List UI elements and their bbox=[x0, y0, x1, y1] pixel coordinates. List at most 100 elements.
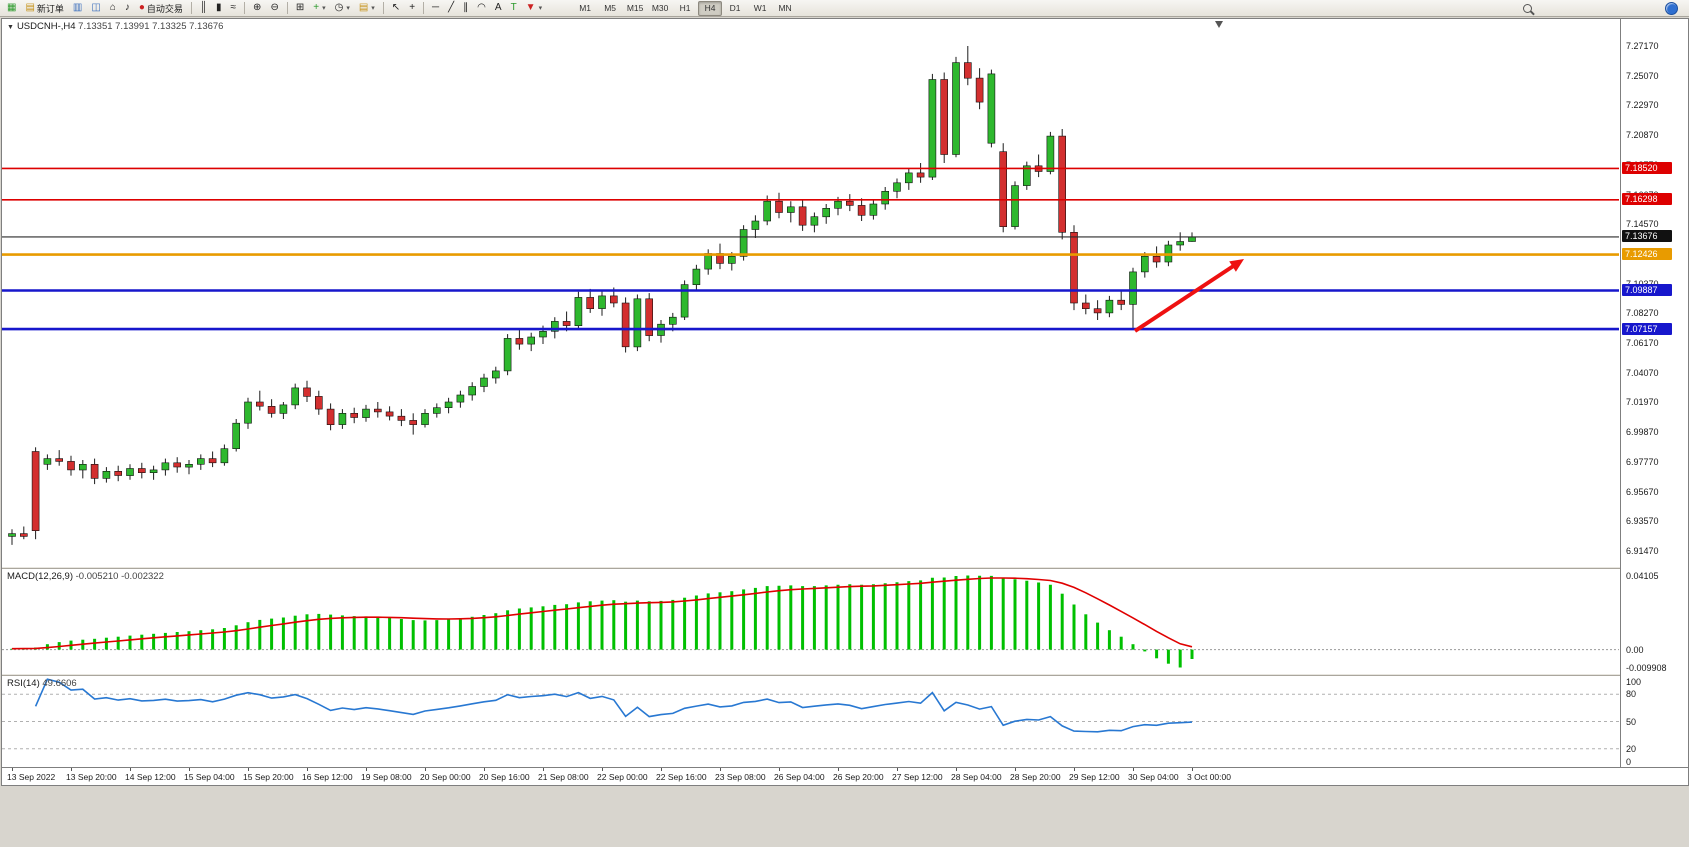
time-label: 27 Sep 12:00 bbox=[892, 772, 943, 782]
time-label: 16 Sep 12:00 bbox=[302, 772, 353, 782]
price-tick: 7.25070 bbox=[1626, 71, 1659, 81]
line-chart-icon: ≈ bbox=[230, 2, 237, 13]
channel-icon: ∥ bbox=[463, 2, 469, 13]
pane-resize-handle[interactable] bbox=[2, 674, 1688, 676]
new-order-button[interactable]: ▤ 新订单 bbox=[21, 0, 67, 17]
community-button[interactable] bbox=[1661, 0, 1682, 17]
macd-axis-label: 0.00 bbox=[1626, 645, 1644, 655]
alerts-button[interactable]: ♪ bbox=[121, 0, 134, 17]
main-toolbar: ▦ ▤ 新订单 ▥ ◫ ⌂ ♪ ● 自动交易 ║ ▮ ≈ ⊕ ⊖ ⊞ + ▾ ◷ ▾… bbox=[0, 0, 1689, 17]
chart-collapse-button[interactable]: ▼ bbox=[7, 24, 14, 31]
timeframe-m30-button[interactable]: M30 bbox=[651, 3, 669, 13]
timeframe-m5-button[interactable]: M5 bbox=[604, 3, 616, 13]
auto-trading-icon: ● bbox=[138, 2, 145, 13]
timeframe-h1-button[interactable]: H1 bbox=[679, 3, 691, 13]
chart-symbol-period: USDCNH-,H4 bbox=[16, 21, 76, 32]
zoom-in-button[interactable]: ⊕ bbox=[249, 0, 265, 17]
bar-chart-icon: ║ bbox=[199, 2, 208, 13]
zoom-out-icon: ⊖ bbox=[270, 2, 279, 13]
search-button[interactable] bbox=[1519, 0, 1540, 17]
time-label: 20 Sep 00:00 bbox=[420, 772, 471, 782]
line-chart-button[interactable]: ≈ bbox=[227, 0, 241, 17]
price-line-badge: 7.16298 bbox=[1622, 193, 1672, 205]
time-tick bbox=[248, 768, 249, 771]
macd-pane[interactable]: MACD(12,26,9) -0.005210 -0.002322 bbox=[2, 569, 1620, 674]
tile-windows-button[interactable]: ⊞ bbox=[292, 0, 308, 17]
new-chart-button[interactable]: ▦ bbox=[3, 0, 20, 17]
horizontal-line-button[interactable]: ─ bbox=[428, 0, 443, 17]
navigator-icon: ⌂ bbox=[109, 2, 116, 13]
candlestick-chart-button[interactable]: ▮ bbox=[212, 0, 226, 17]
time-scale[interactable]: 13 Sep 2022 13 Sep 20:00 14 Sep 12:00 15 Se… bbox=[2, 767, 1688, 785]
time-tick bbox=[1192, 768, 1193, 771]
price-tick: 7.14570 bbox=[1626, 219, 1659, 229]
chart-shift-marker bbox=[1215, 21, 1223, 28]
price-scale[interactable]: 7.271707.250707.229707.208707.187707.166… bbox=[1620, 19, 1688, 767]
indicators-button[interactable]: + ▾ bbox=[309, 0, 329, 17]
price-tick: 7.06170 bbox=[1626, 338, 1659, 348]
arrows-button[interactable]: ▼ ▾ bbox=[522, 0, 546, 17]
time-label: 3 Oct 00:00 bbox=[1187, 772, 1231, 782]
cycle-lines-icon: ◠ bbox=[477, 2, 486, 13]
bar-chart-button[interactable]: ║ bbox=[196, 0, 211, 17]
rsi-pane[interactable]: RSI(14) 49.6606 bbox=[2, 676, 1620, 767]
price-tick: 7.01970 bbox=[1626, 397, 1659, 407]
new-order-icon: ▤ bbox=[25, 2, 35, 13]
navigator-button[interactable]: ⌂ bbox=[106, 0, 120, 17]
timeframe-h4-button[interactable]: H4 bbox=[698, 0, 723, 16]
chevron-down-icon: ▾ bbox=[371, 5, 375, 12]
time-label: 21 Sep 08:00 bbox=[538, 772, 589, 782]
time-tick bbox=[779, 768, 780, 771]
text-label-button[interactable]: T bbox=[507, 0, 521, 17]
periods-icon: ◷ bbox=[334, 2, 344, 13]
trendline-button[interactable]: ╱ bbox=[444, 0, 458, 17]
market-watch-button[interactable]: ▥ bbox=[69, 0, 86, 17]
toolbar-separator bbox=[286, 2, 288, 14]
annotation-arrow bbox=[1229, 259, 1244, 272]
channel-button[interactable]: ∥ bbox=[459, 0, 472, 17]
time-label: 20 Sep 16:00 bbox=[479, 772, 530, 782]
price-tick: 7.27170 bbox=[1626, 41, 1659, 51]
time-label: 28 Sep 04:00 bbox=[951, 772, 1002, 782]
time-label: 26 Sep 04:00 bbox=[774, 772, 825, 782]
zoom-out-button[interactable]: ⊖ bbox=[266, 0, 282, 17]
templates-button[interactable]: ▤ ▾ bbox=[355, 0, 379, 17]
chart-ohlc-values: 7.13351 7.13991 7.13325 7.13676 bbox=[78, 21, 224, 32]
arrows-icon: ▼ bbox=[525, 2, 536, 13]
cycle-lines-button[interactable]: ◠ bbox=[473, 0, 490, 17]
time-tick bbox=[425, 768, 426, 771]
rsi-value: 49.6606 bbox=[42, 678, 77, 689]
time-label: 13 Sep 20:00 bbox=[66, 772, 117, 782]
auto-trading-label: 自动交易 bbox=[146, 3, 183, 14]
timeframe-d1-button[interactable]: D1 bbox=[729, 3, 741, 13]
rsi-line bbox=[2, 678, 1619, 750]
timeframe-m1-button[interactable]: M1 bbox=[579, 3, 591, 13]
price-line-badge: 7.12426 bbox=[1622, 248, 1672, 260]
macd-axis-label: 0.04105 bbox=[1626, 571, 1659, 581]
time-tick bbox=[1133, 768, 1134, 771]
timeframe-m15-button[interactable]: M15 bbox=[626, 3, 644, 13]
price-tick: 6.95670 bbox=[1626, 487, 1659, 497]
tile-windows-icon: ⊞ bbox=[295, 2, 305, 13]
data-window-button[interactable]: ◫ bbox=[87, 0, 104, 17]
time-label: 29 Sep 12:00 bbox=[1069, 772, 1120, 782]
time-label: 23 Sep 08:00 bbox=[715, 772, 766, 782]
price-chart-pane[interactable]: ▼ USDCNH-,H4 7.13351 7.13991 7.13325 7.13… bbox=[2, 19, 1620, 567]
price-tick: 7.22970 bbox=[1626, 100, 1659, 110]
templates-icon: ▤ bbox=[358, 2, 369, 13]
crosshair-button[interactable]: + bbox=[405, 0, 419, 17]
text-button[interactable]: A bbox=[491, 0, 506, 17]
market-watch-icon: ▥ bbox=[72, 2, 83, 13]
toolbar-separator bbox=[423, 2, 425, 14]
time-tick bbox=[897, 768, 898, 771]
time-tick bbox=[130, 768, 131, 771]
auto-trading-button[interactable]: ● 自动交易 bbox=[135, 0, 187, 17]
timeframe-w1-button[interactable]: W1 bbox=[753, 3, 767, 13]
cursor-button[interactable]: ↖ bbox=[388, 0, 404, 17]
timeframe-mn-button[interactable]: MN bbox=[778, 3, 792, 13]
chevron-down-icon: ▾ bbox=[322, 5, 326, 12]
price-line-badge: 7.13676 bbox=[1622, 230, 1672, 242]
periods-button[interactable]: ◷ ▾ bbox=[331, 0, 354, 17]
pane-resize-handle[interactable] bbox=[2, 567, 1688, 569]
